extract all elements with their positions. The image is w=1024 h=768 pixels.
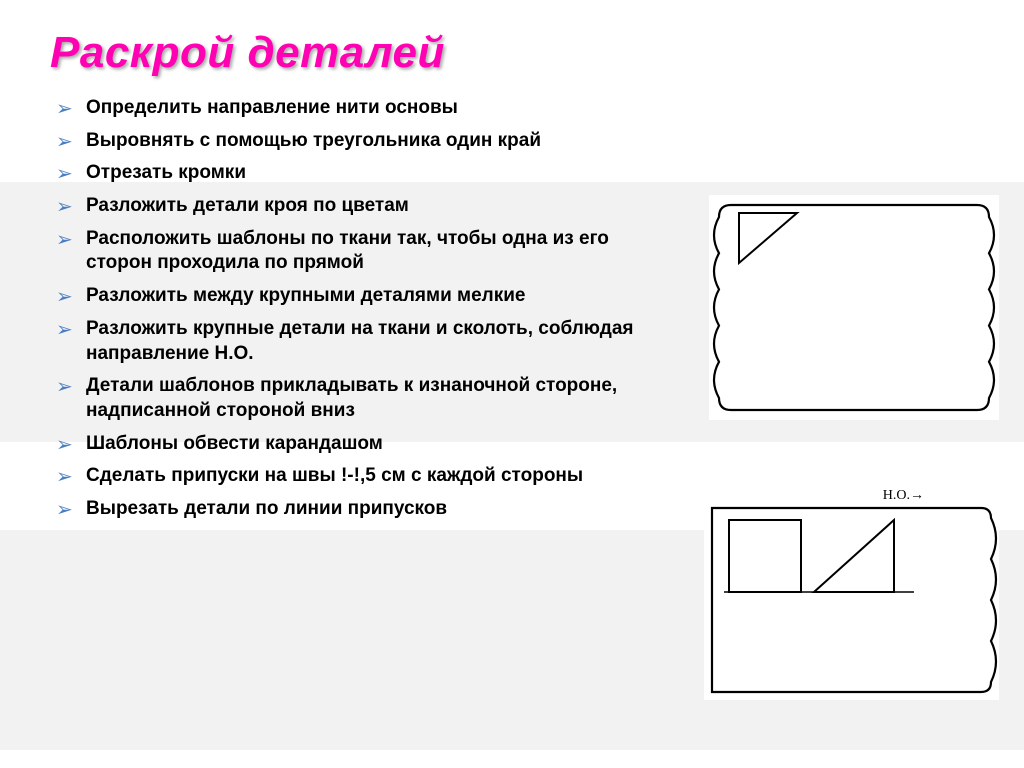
figure-fabric-triangle [709,195,999,420]
list-item: Отрезать кромки [50,161,640,186]
list-item: Выровнять с помощью треугольника один кр… [50,129,640,154]
list-item: Разложить детали кроя по цветам [50,194,640,219]
bullet-list: Определить направление нити основы Выров… [50,96,640,522]
slide: Раскрой деталей Определить направление н… [0,0,1024,768]
list-item: Вырезать детали по линии припусков [50,497,640,522]
list-item: Определить направление нити основы [50,96,640,121]
list-item: Сделать припуски на швы !-!,5 см с каждо… [50,464,640,489]
list-item: Разложить крупные детали на ткани и скол… [50,317,640,366]
figure-fabric-templates [704,500,999,700]
list-item: Разложить между крупными деталями мелкие [50,284,640,309]
list-item: Шаблоны обвести карандашом [50,432,640,457]
page-title: Раскрой деталей [50,28,974,78]
list-item: Расположить шаблоны по ткани так, чтобы … [50,227,640,276]
list-item: Детали шаблонов прикладывать к изнаночно… [50,374,640,423]
